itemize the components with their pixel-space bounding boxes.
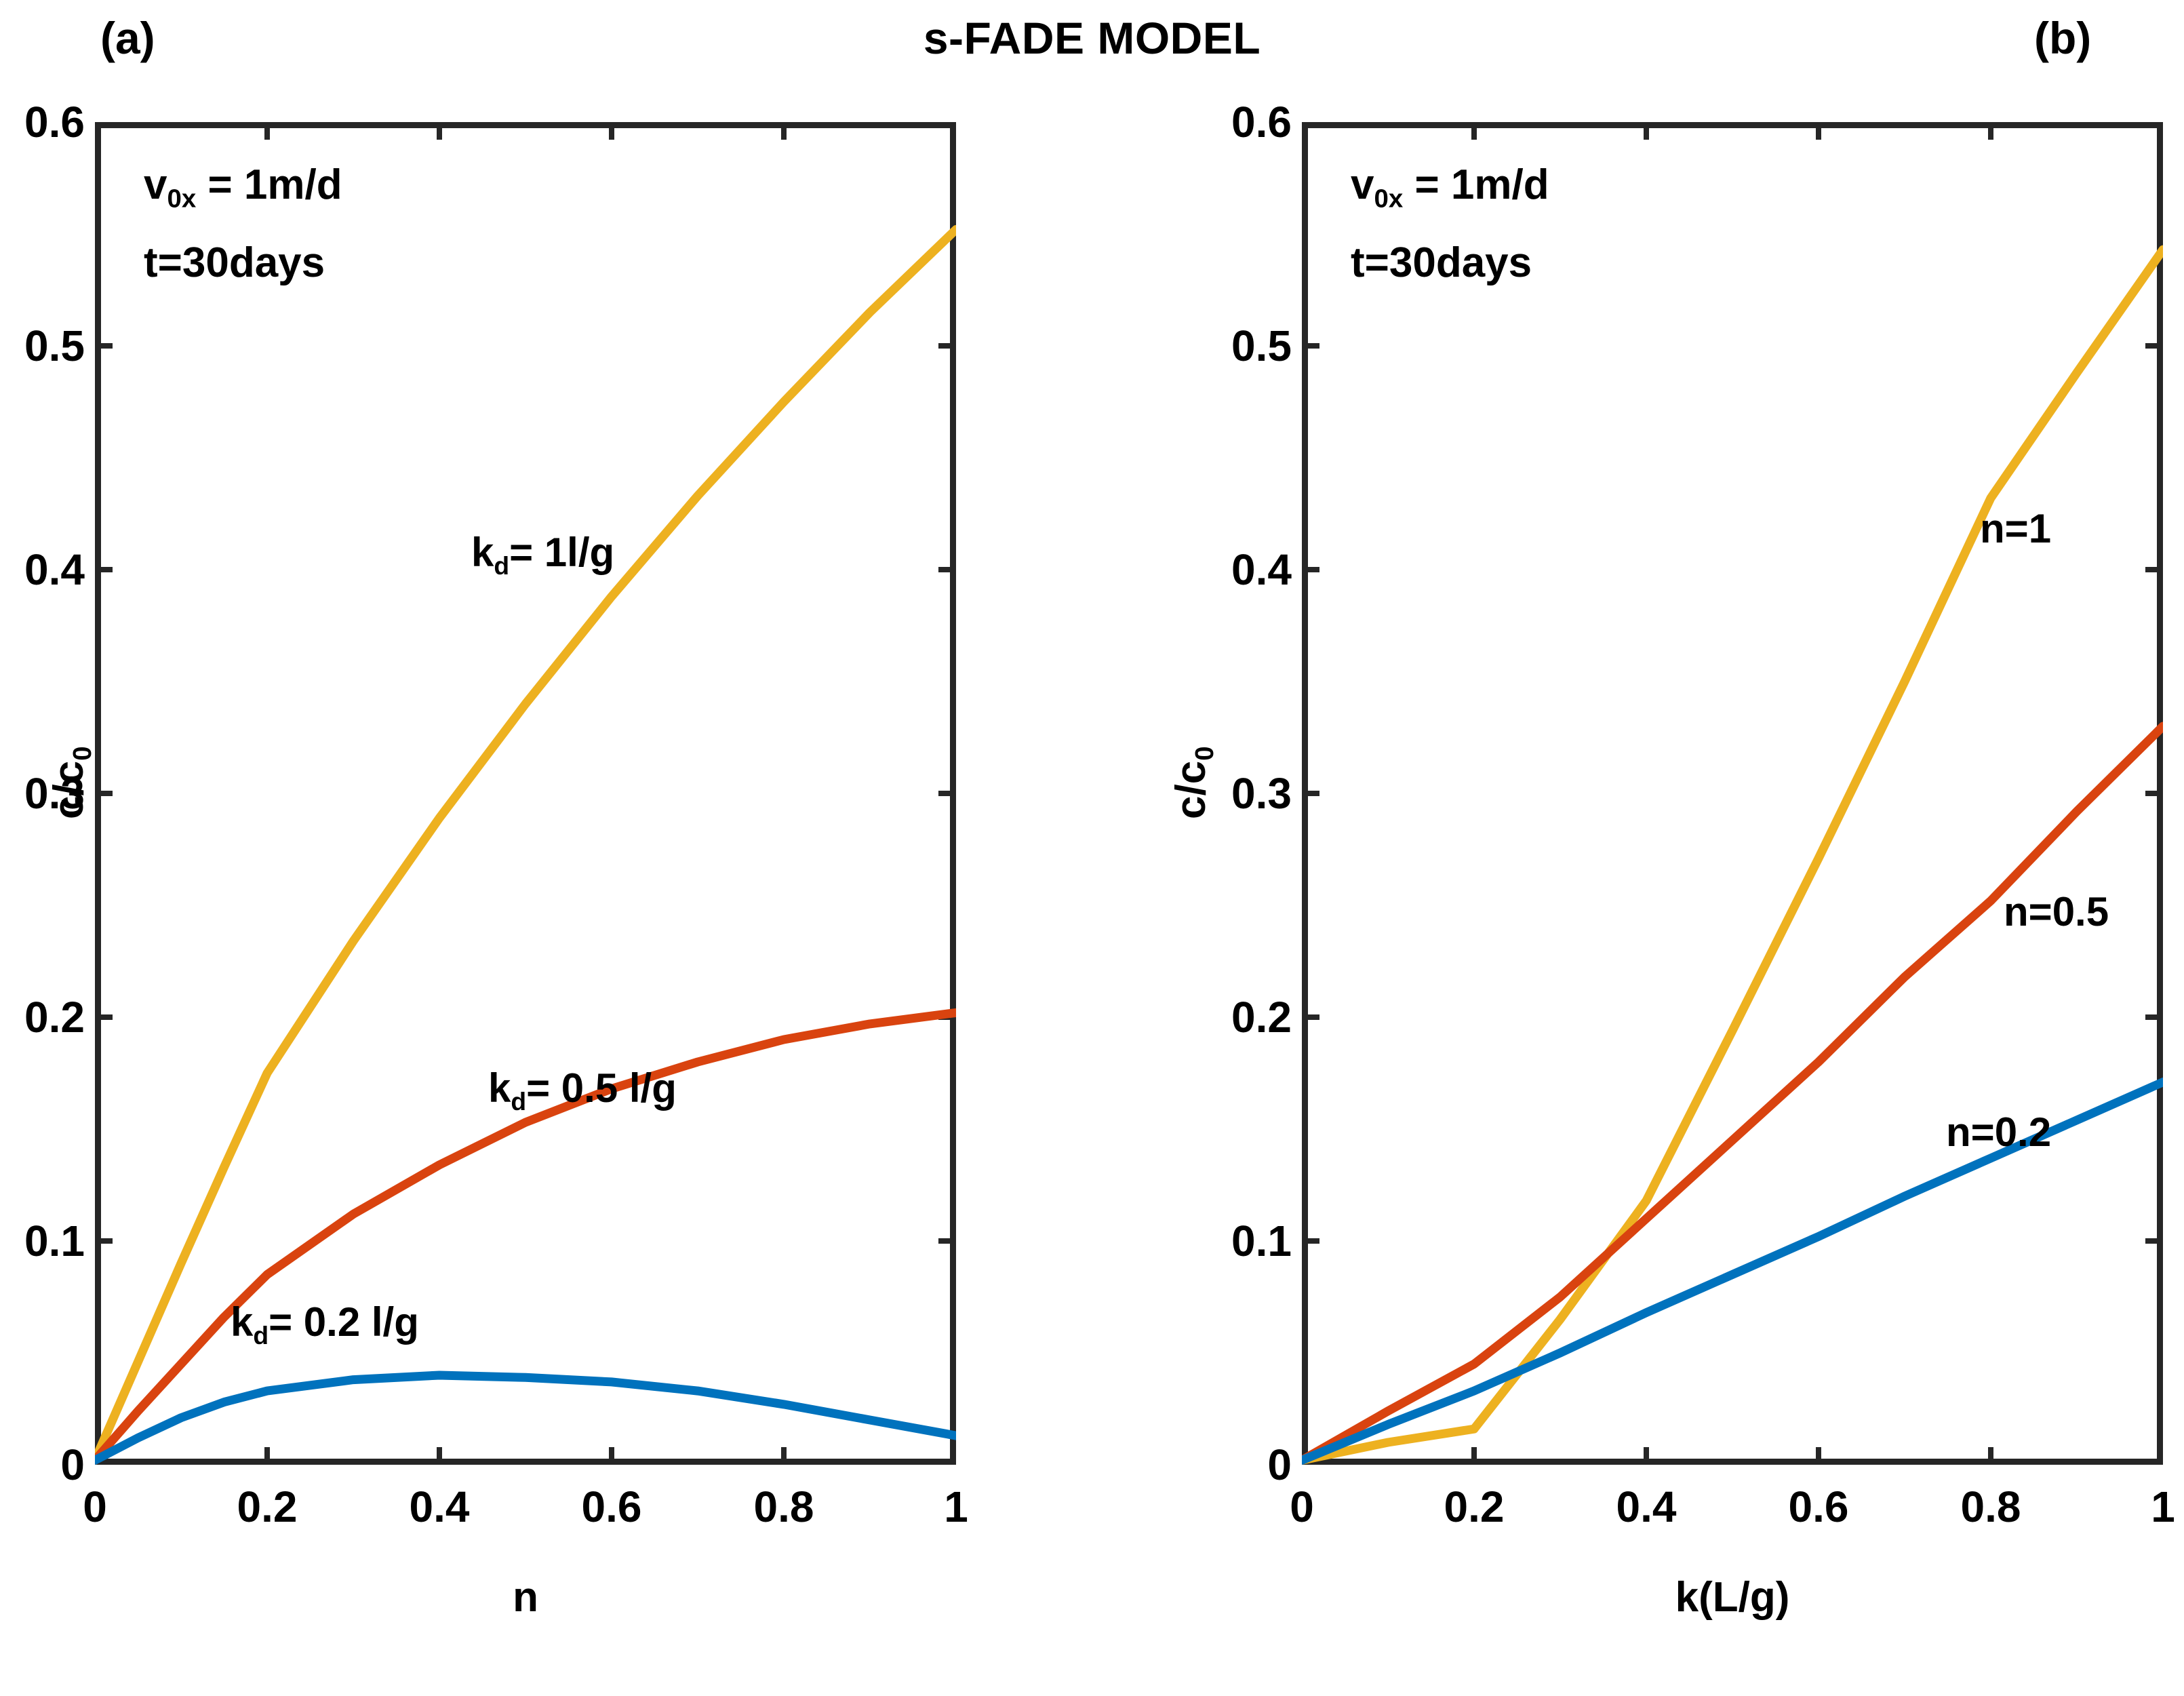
y-tick-label: 0.1 xyxy=(1231,1217,1292,1265)
x-tick-label: 0 xyxy=(83,1482,107,1531)
ylabel-b-num: c/c xyxy=(1167,760,1214,819)
y-tick-label: 0 xyxy=(60,1440,85,1489)
panel-a-x-axis-title: n xyxy=(513,1574,538,1621)
panel-b-label-n-05: n=0.5 xyxy=(2004,889,2109,934)
panel-b-velocity-sub: 0x xyxy=(1374,184,1404,214)
y-tick-label: 0.5 xyxy=(1231,321,1292,370)
panel-a-velocity-rest: = 1m/d xyxy=(196,161,342,208)
label-kd02-sub: d xyxy=(253,1320,269,1349)
x-tick-label: 0 xyxy=(1290,1482,1314,1531)
panel-b-x-axis-title: k(L/g) xyxy=(1675,1574,1790,1621)
panel-b-annotation-time: t=30days xyxy=(1351,239,1532,287)
panel-a-axes-frame xyxy=(95,122,956,1465)
y-tick-label: 0.2 xyxy=(1231,993,1292,1042)
panel-a-annotation-velocity: v0x = 1m/d xyxy=(144,155,342,218)
y-tick-label: 0.6 xyxy=(1231,98,1292,146)
label-kd1-sub: d xyxy=(494,551,510,580)
panel-a-annotation-time: t=30days xyxy=(144,239,325,287)
y-tick-label: 0.2 xyxy=(24,993,85,1042)
panel-b-label-n-02: n=0.2 xyxy=(1946,1109,2052,1155)
series-line xyxy=(95,1370,956,1465)
y-tick-label: 0.4 xyxy=(24,545,85,594)
panel-a-plot-area: v0x = 1m/d t=30days kd= 1l/g kd= 0.5 l/g… xyxy=(95,122,956,1465)
panel-b-axes-frame xyxy=(1302,122,2163,1465)
panel-b-annotation: v0x = 1m/d t=30days xyxy=(1351,155,1549,309)
y-tick-label: 0.1 xyxy=(24,1217,85,1265)
panel-a-annotation: v0x = 1m/d t=30days xyxy=(144,155,342,309)
x-tick-label: 0.6 xyxy=(581,1482,642,1531)
y-tick-label: 0.3 xyxy=(24,769,85,818)
label-kd05-sub: d xyxy=(511,1086,527,1116)
series-line xyxy=(95,1008,956,1465)
y-tick-label: 0.6 xyxy=(24,98,85,146)
x-tick-label: 0.8 xyxy=(753,1482,814,1531)
x-tick-label: 0.4 xyxy=(1616,1482,1677,1531)
panel-b-plot-area: v0x = 1m/d t=30days n=1 n=0.5 n=0.2 xyxy=(1302,122,2163,1465)
panel-b-curves xyxy=(1302,122,2163,1465)
panel-a-velocity-sub: 0x xyxy=(167,184,197,214)
panel-a-x-tick-labels: 0 0.2 0.4 0.6 0.8 1 xyxy=(83,1482,968,1543)
panel-b-x-tick-labels: 0 0.2 0.4 0.6 0.8 1 xyxy=(1290,1482,2175,1543)
y-tick-label: 0.5 xyxy=(24,321,85,370)
panel-a-velocity-var: v xyxy=(144,161,167,208)
figure-title: s-FADE MODEL xyxy=(923,13,1261,63)
x-tick-label: 0.2 xyxy=(237,1482,298,1531)
panel-b-label-n-1: n=1 xyxy=(1980,506,2052,551)
x-tick-label: 0.8 xyxy=(1960,1482,2021,1531)
x-tick-label: 0.2 xyxy=(1444,1482,1505,1531)
x-tick-label: 1 xyxy=(2151,1482,2175,1531)
label-kd1-rest: = 1l/g xyxy=(509,530,615,575)
label-kd05-rest: = 0.5 l/g xyxy=(526,1065,677,1111)
y-tick-label: 0.4 xyxy=(1231,545,1292,594)
panel-b-velocity-rest: = 1m/d xyxy=(1403,161,1549,208)
panel-a-label-kd-05: kd= 0.5 l/g xyxy=(488,1065,677,1116)
ylabel-a-num: c/c xyxy=(45,760,92,819)
panel-a-label-kd-02: kd= 0.2 l/g xyxy=(231,1299,419,1350)
panel-a-y-tick-labels: 0 0.1 0.2 0.3 0.4 0.5 0.6 xyxy=(0,98,85,1489)
series-line xyxy=(1302,722,2163,1465)
y-tick-label: 0 xyxy=(1267,1440,1292,1489)
series-line xyxy=(1302,245,2163,1465)
panel-b-y-axis-title: c/c0 xyxy=(1167,681,1220,884)
panel-a-tag: (a) xyxy=(100,13,155,63)
label-kd02-k: k xyxy=(231,1299,254,1345)
label-kd02-rest: = 0.2 l/g xyxy=(269,1299,419,1345)
x-tick-label: 1 xyxy=(944,1482,968,1531)
panel-a-y-axis-title: c/c0 xyxy=(45,681,98,884)
panel-b-tag: (b) xyxy=(2034,13,2092,63)
label-kd1-k: k xyxy=(471,530,494,575)
label-kd05-k: k xyxy=(488,1065,511,1111)
panel-b-velocity-var: v xyxy=(1351,161,1374,208)
x-tick-label: 0.4 xyxy=(409,1482,470,1531)
panel-a-label-kd-1: kd= 1l/g xyxy=(471,529,614,580)
x-tick-label: 0.6 xyxy=(1788,1482,1849,1531)
panel-b-y-tick-labels: 0 0.1 0.2 0.3 0.4 0.5 0.6 xyxy=(1204,98,1292,1489)
ylabel-b-sub: 0 xyxy=(1190,746,1220,761)
series-line xyxy=(95,224,956,1465)
panel-b-annotation-velocity: v0x = 1m/d xyxy=(1351,155,1549,218)
series-line xyxy=(1302,1078,2163,1465)
y-tick-label: 0.3 xyxy=(1231,769,1292,818)
ylabel-a-sub: 0 xyxy=(68,746,98,761)
panel-a-curves xyxy=(95,122,956,1465)
